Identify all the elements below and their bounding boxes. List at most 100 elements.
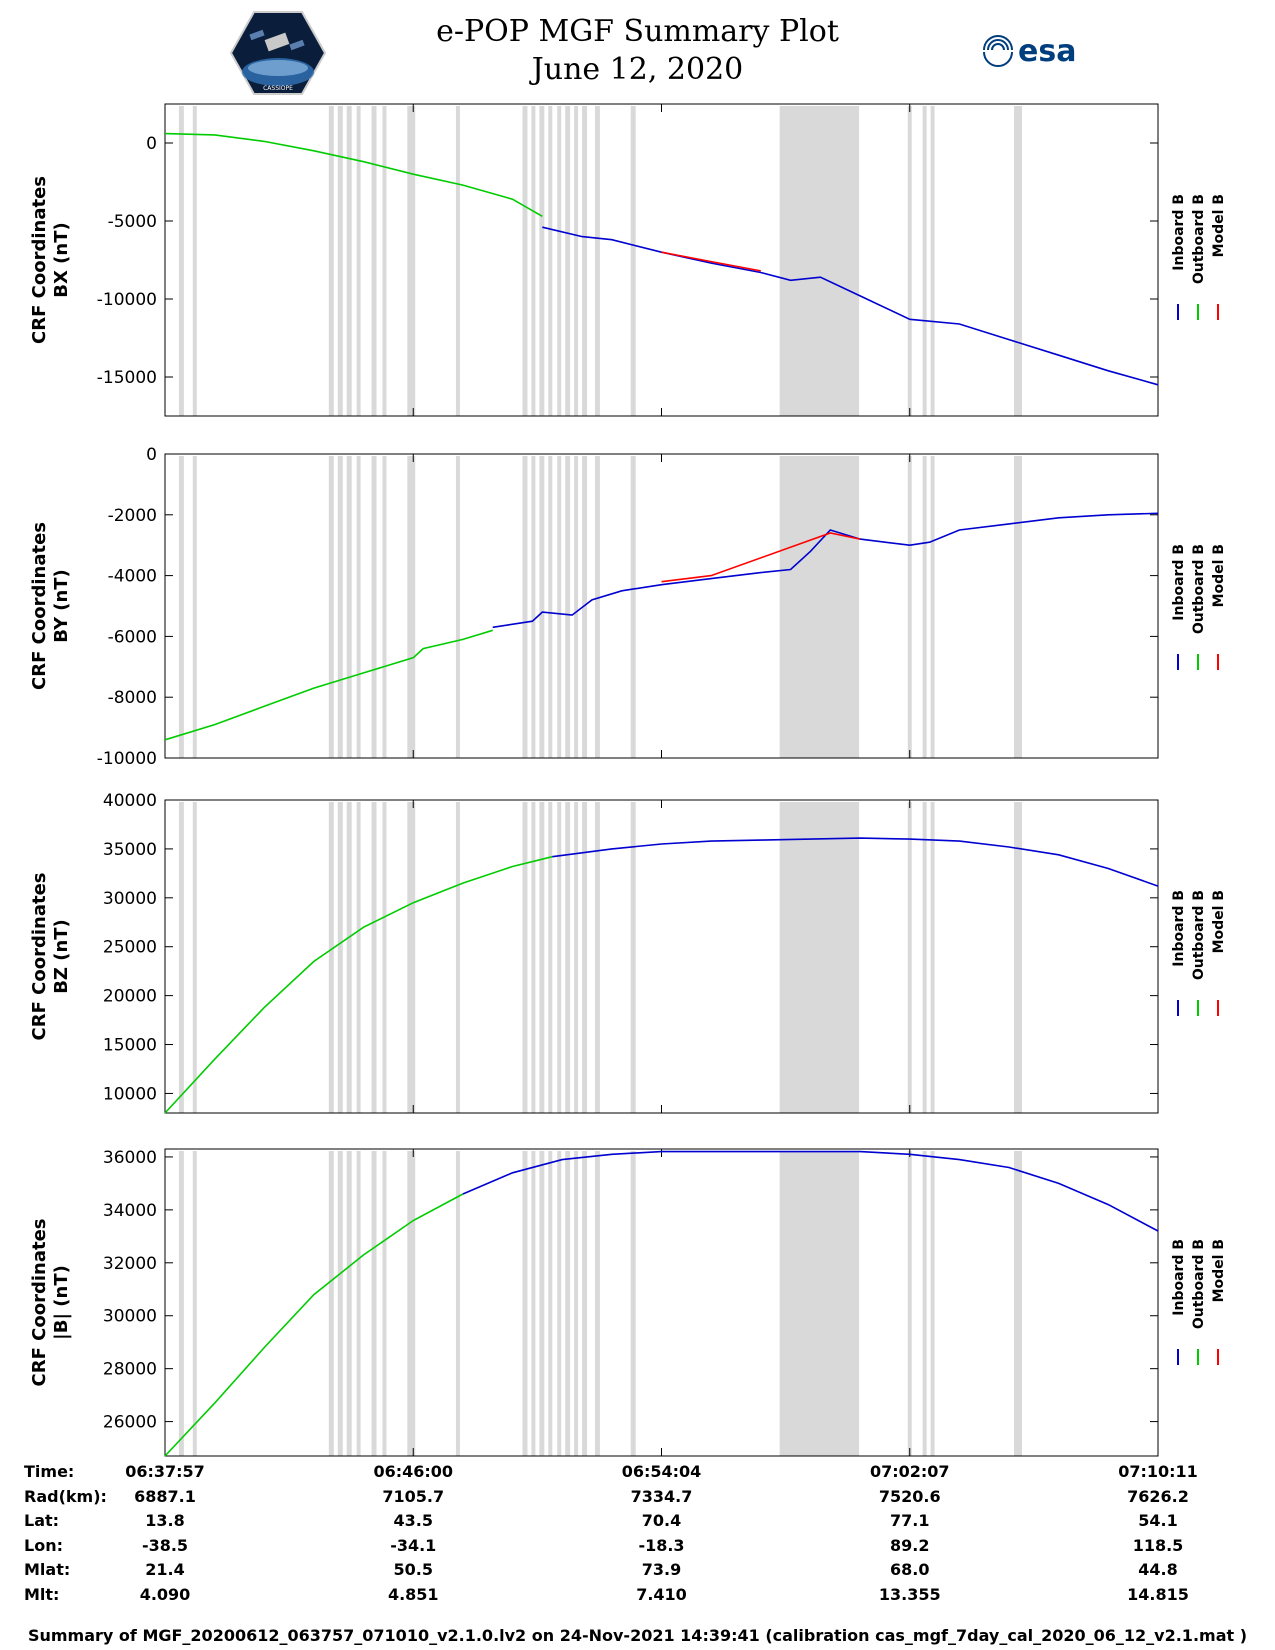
data-gap-band (557, 802, 562, 1113)
plot-frame (164, 1148, 1159, 1457)
data-gap-band (455, 106, 460, 416)
data-gap-band (594, 106, 600, 416)
orbit-info-table: Time: Rad(km): Lat: Lon: Mlat: Mlt: 06:37:57 68… (0, 1462, 1275, 1622)
data-gap-band (907, 456, 912, 758)
table-cell: 4.090 (139, 1584, 191, 1604)
table-cell: 54.1 (1138, 1511, 1178, 1530)
data-gap-band (178, 802, 184, 1113)
page-date: June 12, 2020 (531, 52, 744, 87)
series-line-outboard-b (164, 629, 493, 741)
y-tick-label: -10000 (97, 290, 157, 310)
y-tick-label: 35000 (103, 840, 157, 860)
data-gap-band (455, 1151, 460, 1456)
y-axis-label-line2: BX (nT) (51, 222, 72, 297)
data-gap-band (382, 1151, 387, 1456)
legend-label: Inboard B (1171, 1239, 1187, 1316)
y-tick-label: 26000 (103, 1413, 157, 1433)
data-gap-band (328, 456, 334, 758)
table-cell: 68.0 (890, 1560, 930, 1579)
y-axis-label-line1: CRF Coordinates (29, 522, 50, 690)
data-gap-band (907, 802, 912, 1113)
plot-frame (164, 453, 1159, 759)
y-tick-label: 28000 (103, 1360, 157, 1380)
table-cell: 70.4 (641, 1511, 682, 1530)
data-gap-band (531, 106, 536, 416)
table-cell: -38.5 (141, 1535, 189, 1555)
data-gap-band (930, 802, 935, 1113)
table-cell: 14.815 (1127, 1584, 1189, 1604)
esa-logo-text: esa (1018, 34, 1076, 69)
y-axis-label: CRF Coordinates|B| (nT) (29, 1219, 72, 1387)
table-cell: 06:46:00 (373, 1462, 454, 1481)
data-gap-band (594, 802, 600, 1113)
data-gap-band (582, 456, 588, 758)
data-gap-band (178, 456, 184, 758)
table-cell: 7334.7 (630, 1486, 693, 1506)
data-gap-band (337, 106, 343, 416)
y-tick-label: 32000 (103, 1254, 157, 1274)
y-tick-label: -15000 (97, 368, 157, 388)
data-gap-band (356, 456, 361, 758)
y-tick-label: 30000 (103, 1307, 157, 1327)
data-gap-band (630, 802, 636, 1113)
data-gap-band (371, 456, 377, 758)
cassiope-logo: CASSIOPE (230, 11, 326, 95)
data-gap-band (522, 1151, 528, 1456)
y-tick-label: 15000 (103, 1036, 157, 1056)
data-gap-band (594, 456, 600, 758)
data-gap-band (582, 106, 588, 416)
y-tick-label: -8000 (108, 688, 157, 708)
series-line-inboard-b (542, 226, 1159, 386)
data-gap-band (382, 456, 387, 758)
data-gap-band (346, 106, 352, 416)
y-tick-label: 0 (146, 134, 157, 154)
data-gap-band (531, 802, 536, 1113)
y-tick-label: 0 (146, 445, 157, 465)
table-cell: 7105.7 (382, 1486, 445, 1506)
table-cell: 77.1 (890, 1511, 930, 1530)
row-label: Lon: (24, 1535, 63, 1555)
table-cell: 21.4 (145, 1560, 185, 1579)
table-cell: 4.851 (387, 1584, 439, 1604)
row-label: Lat: (24, 1511, 60, 1530)
data-gap-band (930, 106, 935, 416)
data-gap-band (557, 1151, 562, 1456)
y-tick-label: -4000 (108, 567, 157, 587)
chart-panel-3: 10000 15000 20000 25000 30000 35000 40000 CRF C… (29, 791, 1227, 1114)
data-gap-band (539, 802, 545, 1113)
data-gap-band (557, 106, 562, 416)
data-gap-band (922, 1151, 927, 1456)
footer-note: Summary of MGF_20200612_063757_071010_v2… (27, 1626, 1248, 1645)
y-axis-label-line2: BZ (nT) (51, 919, 72, 994)
data-gap-band (371, 106, 377, 416)
table-cell: 06:54:04 (621, 1462, 702, 1481)
data-gap-band (522, 106, 528, 416)
y-tick-label: 20000 (103, 987, 157, 1007)
y-tick-label: 36000 (103, 1148, 157, 1168)
y-tick-label: 30000 (103, 889, 157, 909)
y-axis-label-line1: CRF Coordinates (29, 1219, 50, 1387)
data-gap-band (922, 106, 927, 416)
data-gap-band (192, 802, 197, 1113)
table-cell: 07:02:07 (869, 1462, 950, 1481)
series-line-outboard-b (164, 132, 543, 217)
data-gap-band (1014, 802, 1022, 1113)
data-gap-band (907, 106, 912, 416)
data-gap-band (548, 106, 553, 416)
data-gap-band (557, 456, 562, 758)
y-axis-label-line2: |B| (nT) (51, 1265, 72, 1340)
y-tick-label: -10000 (97, 749, 157, 769)
data-gap-band (328, 106, 334, 416)
y-tick-label: 34000 (103, 1201, 157, 1221)
legend-label: Outboard B (1191, 544, 1207, 634)
data-gap-band (455, 802, 460, 1113)
table-cell: 13.355 (878, 1584, 941, 1604)
data-gap-band (539, 106, 545, 416)
table-cell: 7626.2 (1127, 1486, 1189, 1506)
y-tick-label: 10000 (103, 1084, 157, 1104)
data-gap-band (922, 456, 927, 758)
y-axis-label-line1: CRF Coordinates (29, 176, 50, 344)
data-gap-band (574, 1151, 579, 1456)
legend-label: Model B (1211, 194, 1227, 257)
